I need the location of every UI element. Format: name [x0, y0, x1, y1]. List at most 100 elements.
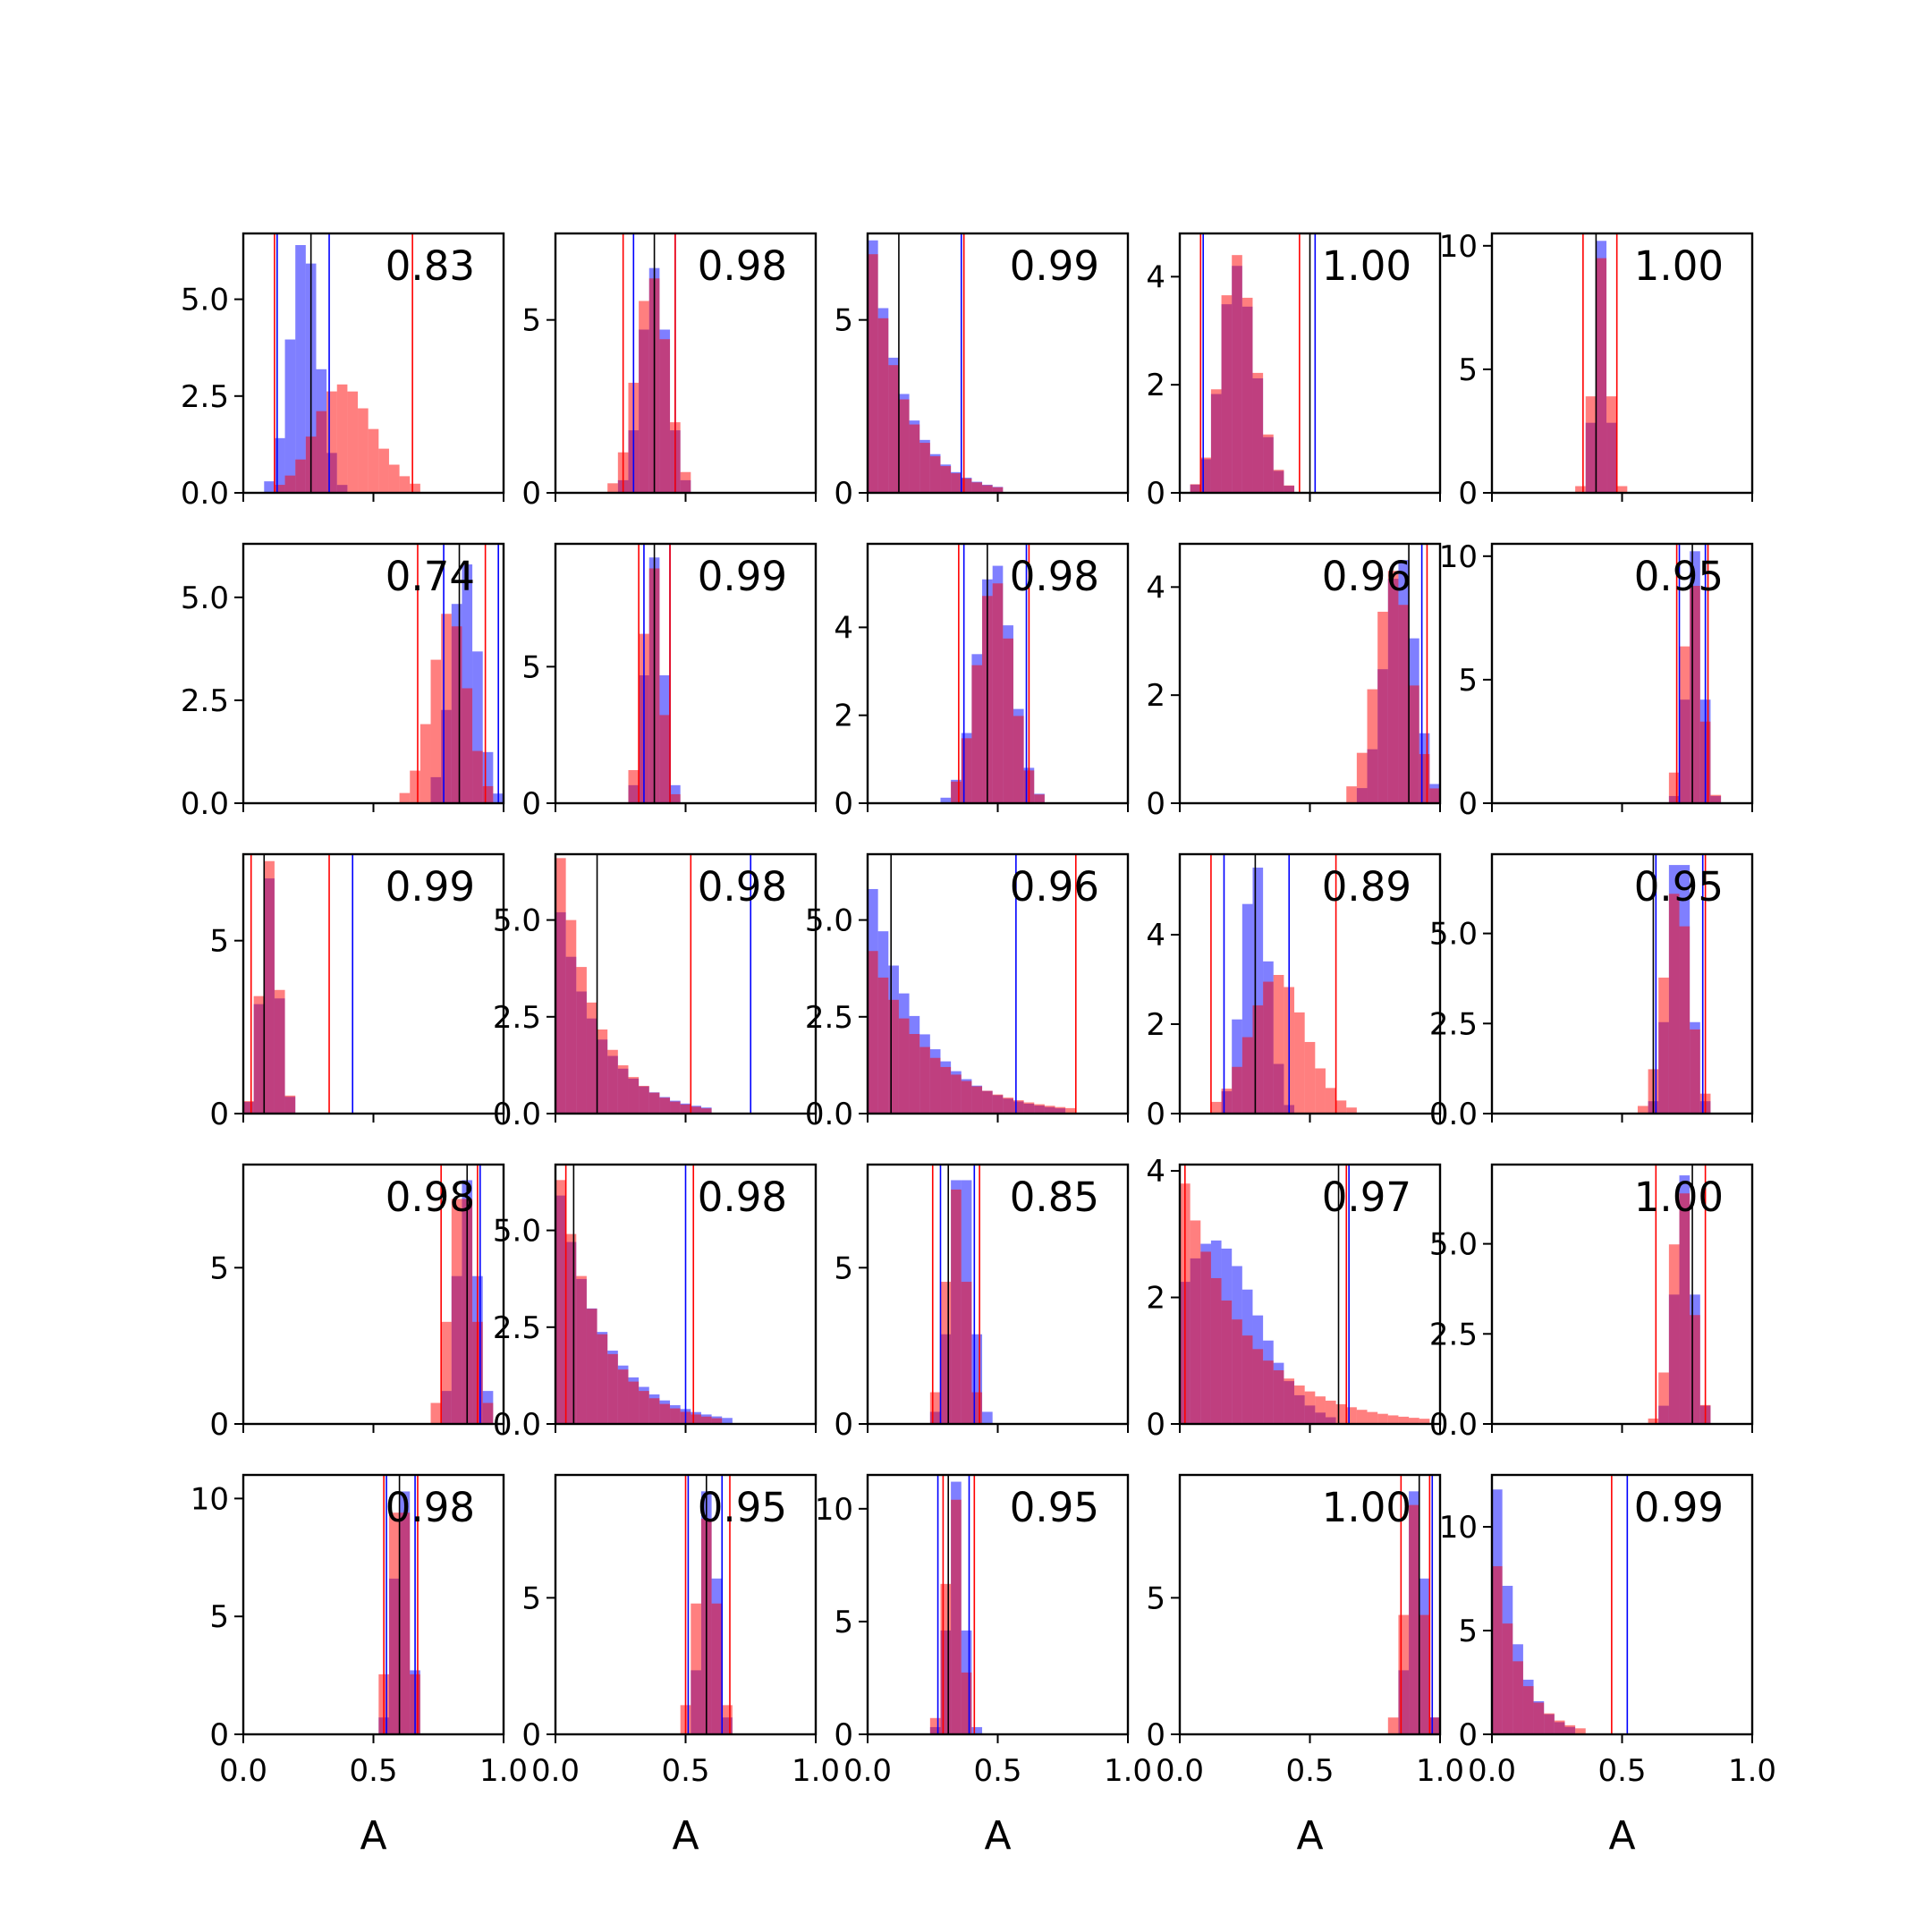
- red-histogram-bar: [1398, 1416, 1410, 1424]
- red-histogram-bar: [940, 466, 952, 493]
- red-histogram-bar: [992, 1094, 1004, 1114]
- y-tick-label: 5: [834, 1605, 853, 1640]
- y-tick-label: 2.5: [493, 1000, 541, 1036]
- red-histogram-bar: [284, 475, 296, 493]
- red-histogram-bar: [1013, 716, 1024, 803]
- y-tick-label: 2.5: [493, 1310, 541, 1346]
- red-histogram-bar: [670, 1101, 681, 1114]
- red-histogram-bar: [909, 424, 920, 493]
- red-histogram-bar: [659, 339, 671, 493]
- red-histogram-bar: [1263, 434, 1274, 493]
- red-histogram-bar: [555, 1180, 566, 1424]
- red-histogram-bar: [1210, 1277, 1222, 1424]
- red-histogram-bar: [1304, 1041, 1316, 1114]
- red-histogram-bar: [961, 1672, 972, 1734]
- red-histogram-bar: [607, 1049, 618, 1114]
- red-histogram-bar: [909, 1034, 920, 1114]
- red-histogram-bar: [898, 1018, 910, 1114]
- y-tick-label: 2.5: [181, 683, 229, 719]
- red-histogram-bar: [1221, 1089, 1233, 1114]
- red-histogram-bar: [1554, 1720, 1565, 1734]
- red-histogram-bar: [1335, 1100, 1347, 1114]
- panel-value-label: 0.99: [698, 553, 787, 600]
- red-histogram-bar: [1606, 396, 1617, 493]
- red-histogram-bar: [691, 1106, 701, 1114]
- red-histogram-bar: [992, 487, 1004, 493]
- y-tick-label: 10: [1439, 539, 1478, 575]
- panel-value-label: 0.98: [386, 1484, 475, 1531]
- red-histogram-bar: [1210, 389, 1222, 493]
- y-tick-label: 5.0: [493, 903, 541, 939]
- y-tick-label: 0: [209, 1097, 229, 1132]
- y-tick-label: 10: [1439, 1510, 1478, 1546]
- panel-value-label: 0.98: [698, 863, 787, 911]
- x-tick-label: 1.0: [792, 1753, 840, 1789]
- red-histogram-bar: [1325, 1400, 1336, 1424]
- x-tick-label: 0.0: [1156, 1753, 1204, 1789]
- red-histogram-bar: [1429, 788, 1440, 803]
- red-histogram-bar: [1544, 1713, 1555, 1734]
- panel-2-2: 050.99: [521, 542, 818, 822]
- y-tick-label: 5.0: [181, 580, 229, 616]
- red-histogram-bar: [441, 1321, 452, 1424]
- red-histogram-bar: [1003, 638, 1013, 803]
- panel-value-label: 0.96: [1010, 863, 1099, 911]
- panel-5-3: 0 5 10 0.0 0.5 1.0 0.95 A: [815, 1473, 1152, 1859]
- panel-value-label: 0.99: [386, 863, 475, 911]
- red-histogram-bar: [951, 473, 962, 493]
- red-histogram-bar: [1679, 926, 1690, 1114]
- red-histogram-bar: [1616, 486, 1628, 493]
- x-tick-label: 0.5: [1597, 1753, 1646, 1789]
- red-histogram-bar: [940, 1282, 952, 1424]
- red-histogram-bar: [868, 254, 878, 493]
- x-tick-label: 0.5: [349, 1753, 397, 1789]
- y-tick-label: 2: [1146, 368, 1165, 403]
- y-tick-label: 4: [1146, 259, 1165, 295]
- red-histogram-bar: [1522, 1686, 1534, 1734]
- blue-histogram-bar: [982, 1411, 993, 1424]
- x-tick-label: 0.0: [219, 1753, 267, 1789]
- panel-4-4: 0 2 4 0.97: [1146, 1154, 1442, 1443]
- red-histogram-bar: [1294, 1012, 1305, 1114]
- red-histogram-bar: [628, 1381, 640, 1424]
- red-histogram-bar: [576, 1275, 587, 1424]
- red-histogram-bar: [274, 485, 285, 493]
- red-histogram-bar: [1648, 1418, 1659, 1424]
- red-histogram-bar: [1679, 1193, 1690, 1424]
- red-histogram-bar: [1668, 894, 1680, 1114]
- red-histogram-bar: [1377, 611, 1388, 803]
- red-histogram-bar: [1210, 1101, 1222, 1114]
- red-histogram-bar: [472, 750, 483, 803]
- red-histogram-bar: [1055, 1106, 1066, 1114]
- y-tick-label: 0: [1146, 1097, 1165, 1132]
- y-tick-label: 2: [834, 699, 853, 734]
- red-histogram-bar: [1409, 1504, 1419, 1734]
- red-histogram-bar: [430, 659, 442, 803]
- red-histogram-bar: [1241, 297, 1253, 493]
- red-histogram-bar: [929, 1392, 941, 1424]
- x-tick-label: 0.5: [973, 1753, 1021, 1789]
- red-histogram-bar: [1690, 585, 1700, 803]
- red-histogram-bar: [898, 399, 910, 493]
- y-tick-label: 0.0: [181, 786, 229, 822]
- red-histogram-bar: [1273, 1370, 1284, 1424]
- y-tick-label: 0.0: [805, 1097, 853, 1132]
- panel-4-3: 050.85: [834, 1163, 1130, 1443]
- red-histogram-bar: [639, 1391, 649, 1424]
- y-tick-label: 5.0: [1429, 917, 1478, 953]
- red-histogram-bar: [1690, 1029, 1700, 1114]
- red-histogram-bar: [670, 1408, 681, 1424]
- red-histogram-bar: [253, 996, 265, 1114]
- red-histogram-bar: [982, 485, 993, 493]
- red-histogram-bar: [1263, 981, 1274, 1114]
- red-histogram-bar: [1346, 1107, 1357, 1114]
- red-histogram-bar: [1221, 295, 1233, 493]
- red-histogram-bar: [877, 318, 889, 493]
- blue-histogram-bar: [971, 1726, 983, 1734]
- red-histogram-bar: [597, 1029, 608, 1114]
- red-histogram-bar: [1044, 1106, 1055, 1114]
- panel-5-4: 0 5 0.0 0.5 1.0 1.00 A: [1146, 1473, 1464, 1859]
- red-histogram-bar: [419, 724, 431, 803]
- red-histogram-bar: [929, 456, 941, 493]
- y-tick-label: 0: [1458, 786, 1478, 822]
